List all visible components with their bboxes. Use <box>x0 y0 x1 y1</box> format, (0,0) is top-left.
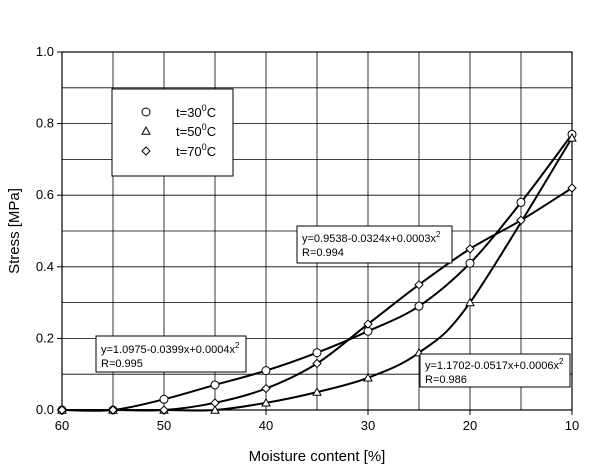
legend-symbol-30c <box>141 107 151 117</box>
x-tick-label: 30 <box>361 418 375 433</box>
data-point-50c <box>363 372 373 382</box>
annotation-70c: y=1.0975-0.0399x+0.0004x2 R=0.995 <box>95 335 247 373</box>
annotation-50c: y=1.1702-0.0517x+0.0006x2 R=0.986 <box>419 353 571 388</box>
data-point-70c <box>261 383 271 394</box>
x-tick-label: 10 <box>565 418 579 433</box>
data-point-70c <box>210 398 220 408</box>
legend-symbol-50c <box>141 125 151 135</box>
annotation-r-70c: R=0.995 <box>101 358 143 370</box>
y-axis-label: Stress [MPa] <box>6 188 23 274</box>
annotation-eq-30c: y=0.9538-0.0324x+0.0003x2 <box>302 230 441 245</box>
data-point-70c <box>312 358 322 369</box>
x-tick-label: 40 <box>259 418 273 433</box>
annotation-r-50c: R=0.986 <box>425 374 467 386</box>
annotation-box-30c <box>296 225 453 264</box>
data-point-70c <box>363 319 373 329</box>
annotation-r-30c: R=0.994 <box>302 247 344 259</box>
annotation-eq-50c: y=1.1702-0.0517x+0.0006x2 <box>425 357 564 372</box>
data-point-50c <box>312 387 322 396</box>
y-tick-label: 0.4 <box>36 259 54 274</box>
data-point-30c <box>465 258 475 268</box>
data-point-70c <box>465 244 475 254</box>
data-point-70c <box>516 215 526 225</box>
y-tick-label: 0.0 <box>36 402 54 417</box>
plot-frame <box>61 51 573 411</box>
annotation-box-50c <box>419 353 571 388</box>
legend-entry-30c: t=300C <box>176 103 216 120</box>
data-point-70c <box>108 405 118 415</box>
data-point-70c <box>567 183 577 193</box>
data-point-50c <box>261 397 271 407</box>
data-point-30c <box>210 380 220 390</box>
legend-entry-70c: t=700C <box>176 142 216 159</box>
data-point-50c <box>567 132 577 142</box>
data-point-70c <box>57 405 67 415</box>
x-axis-label: Moisture content [%] <box>249 448 386 465</box>
data-point-50c <box>465 297 475 307</box>
y-tick-label: 0.6 <box>36 187 54 202</box>
data-point-50c <box>210 404 220 414</box>
data-point-30c <box>312 348 322 358</box>
data-point-30c <box>414 301 424 311</box>
data-point-30c <box>159 394 169 404</box>
legend-symbol-70c <box>141 146 151 156</box>
legend: t=300C t=500C t=700C <box>111 88 234 177</box>
data-point-30c <box>516 197 526 207</box>
legend-entry-50c: t=500C <box>176 122 216 139</box>
y-tick-label: 0.2 <box>36 330 54 345</box>
y-tick-label: 0.8 <box>36 116 54 131</box>
y-tick-label: 1.0 <box>36 44 54 59</box>
data-point-30c <box>261 366 271 376</box>
x-tick-label: 20 <box>463 418 477 433</box>
series-markers <box>57 129 577 415</box>
x-tick-label: 50 <box>157 418 171 433</box>
legend-box <box>111 88 234 177</box>
data-point-70c <box>414 279 424 290</box>
legend-symbols <box>141 107 151 156</box>
annotation-30c: y=0.9538-0.0324x+0.0003x2 R=0.994 <box>296 225 453 264</box>
x-tick-label: 60 <box>55 418 69 433</box>
annotation-box-70c <box>95 335 247 373</box>
data-point-70c <box>159 405 169 415</box>
annotation-eq-70c: y=1.0975-0.0399x+0.0004x2 <box>101 341 240 356</box>
